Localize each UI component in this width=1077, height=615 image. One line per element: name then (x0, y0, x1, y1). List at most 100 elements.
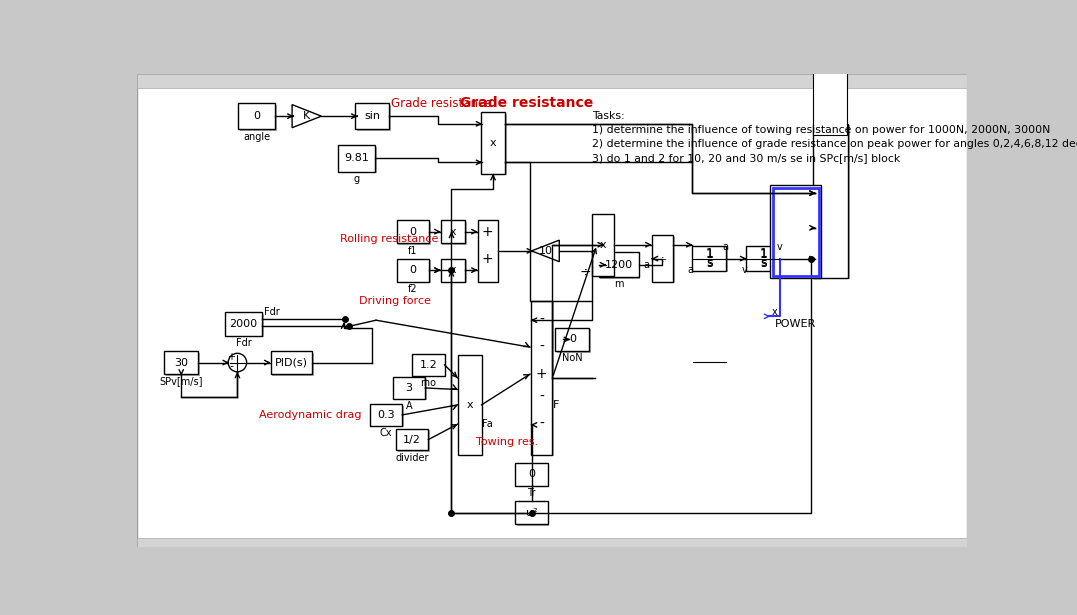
Bar (369, 404, 402, 426)
Bar (814, 125, 850, 279)
Bar (396, 429, 429, 450)
Polygon shape (292, 105, 321, 128)
Text: +: + (481, 252, 493, 266)
Text: x: x (466, 400, 473, 410)
Bar (225, 312, 262, 336)
Text: x: x (772, 308, 778, 317)
Text: a: a (643, 260, 649, 270)
Text: -: - (229, 362, 234, 371)
Bar (443, 221, 466, 245)
Text: Fa: Fa (482, 419, 493, 429)
Text: Towing res.: Towing res. (476, 437, 538, 447)
Text: POWER: POWER (775, 319, 816, 329)
Text: 0: 0 (409, 265, 417, 275)
Bar (746, 246, 780, 271)
Text: Rolling resistance: Rolling resistance (340, 234, 438, 244)
Text: u²: u² (526, 508, 537, 518)
Text: NoN: NoN (562, 353, 583, 363)
Bar (813, 124, 848, 278)
Bar (694, 248, 728, 272)
Bar (654, 237, 675, 284)
Bar (396, 258, 429, 282)
Bar (516, 501, 548, 524)
Text: m: m (614, 279, 624, 290)
Bar (747, 248, 782, 272)
Text: Tr: Tr (528, 488, 536, 498)
Bar (166, 352, 199, 376)
Bar (480, 113, 505, 174)
Text: 1: 1 (705, 247, 713, 261)
Bar (356, 105, 391, 131)
Bar (772, 187, 823, 279)
Text: a: a (723, 242, 728, 252)
Text: 0: 0 (569, 335, 576, 344)
Text: 1/2: 1/2 (403, 435, 421, 445)
Text: 1: 1 (759, 247, 767, 261)
Text: g: g (353, 174, 360, 184)
Bar (693, 246, 726, 271)
Text: x: x (450, 227, 457, 237)
Text: Grade resistance: Grade resistance (460, 96, 592, 110)
Text: ÷: ÷ (658, 253, 667, 264)
Bar (372, 406, 404, 427)
Bar (412, 354, 445, 376)
Text: Aerodynamic drag: Aerodynamic drag (260, 410, 362, 420)
Text: SPv[m/s]: SPv[m/s] (159, 376, 202, 386)
Bar (165, 351, 198, 374)
Bar (516, 462, 548, 486)
Bar (394, 379, 426, 400)
Text: 2000: 2000 (229, 319, 257, 329)
Text: K: K (303, 111, 310, 121)
Bar (396, 220, 429, 243)
Bar (532, 303, 554, 456)
Bar (592, 214, 614, 276)
Text: F: F (554, 400, 559, 410)
Text: PID(s): PID(s) (275, 357, 308, 368)
Text: sin: sin (364, 111, 380, 121)
Bar (240, 105, 277, 131)
Text: rho: rho (420, 378, 436, 388)
Bar (593, 215, 615, 277)
Bar (482, 114, 507, 175)
Bar (770, 186, 821, 278)
Bar (600, 254, 640, 279)
Bar (531, 301, 553, 455)
Text: +: + (535, 367, 547, 381)
Text: 0: 0 (528, 469, 535, 479)
Bar (478, 220, 498, 282)
Text: -: - (540, 340, 544, 354)
Bar (440, 258, 465, 282)
Text: x: x (450, 265, 457, 275)
Bar (557, 330, 591, 352)
Bar (138, 538, 967, 547)
Text: A: A (406, 401, 412, 411)
Bar (398, 260, 431, 284)
Text: -: - (540, 313, 544, 327)
Bar (338, 145, 375, 172)
Text: 1: 1 (705, 248, 713, 261)
Polygon shape (532, 240, 559, 261)
Text: 3: 3 (406, 383, 412, 393)
Text: 30: 30 (174, 357, 188, 368)
Text: +: + (227, 352, 235, 362)
Bar (238, 103, 275, 129)
Bar (599, 252, 639, 277)
Text: -: - (540, 390, 544, 404)
Text: Fdr: Fdr (236, 338, 251, 348)
Circle shape (228, 353, 247, 372)
Text: f2: f2 (408, 284, 418, 294)
Text: f1: f1 (408, 245, 418, 255)
Bar (340, 147, 377, 173)
Text: s: s (707, 256, 713, 269)
Text: Fdr: Fdr (264, 308, 280, 317)
Bar (414, 355, 446, 377)
Text: a: a (687, 265, 694, 275)
Bar (397, 430, 430, 452)
Bar (517, 464, 549, 487)
Bar (440, 220, 465, 243)
Bar (813, 66, 848, 135)
Bar (459, 355, 481, 455)
Text: s: s (707, 256, 713, 270)
Text: Grade resistance: Grade resistance (391, 97, 491, 109)
Text: 0: 0 (409, 227, 417, 237)
